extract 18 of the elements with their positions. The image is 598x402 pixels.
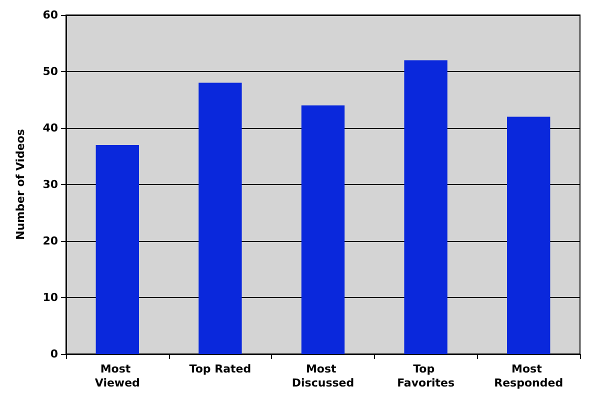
x-tick-label: Most Discussed: [292, 362, 354, 390]
y-tick-label: 10: [42, 291, 58, 304]
x-tick-label: Most Viewed: [94, 362, 140, 390]
y-tick-label: 50: [42, 65, 58, 78]
bar: [507, 116, 550, 354]
y-tick-label: 60: [42, 8, 58, 22]
bar: [96, 144, 139, 354]
bar: [404, 60, 448, 354]
x-tick-label: Top Favorites: [397, 362, 455, 390]
x-tick-label: Most Responded: [494, 362, 564, 390]
y-tick-label: 20: [42, 234, 58, 248]
x-tick-label: Top Rated: [189, 362, 252, 376]
y-tick-label: 0: [50, 348, 58, 360]
bar: [198, 82, 242, 354]
y-tick-label: 40: [42, 122, 58, 134]
bar: [301, 105, 345, 354]
y-tick-label: 30: [42, 178, 58, 191]
y-axis-title: Number of Videos: [14, 128, 27, 240]
